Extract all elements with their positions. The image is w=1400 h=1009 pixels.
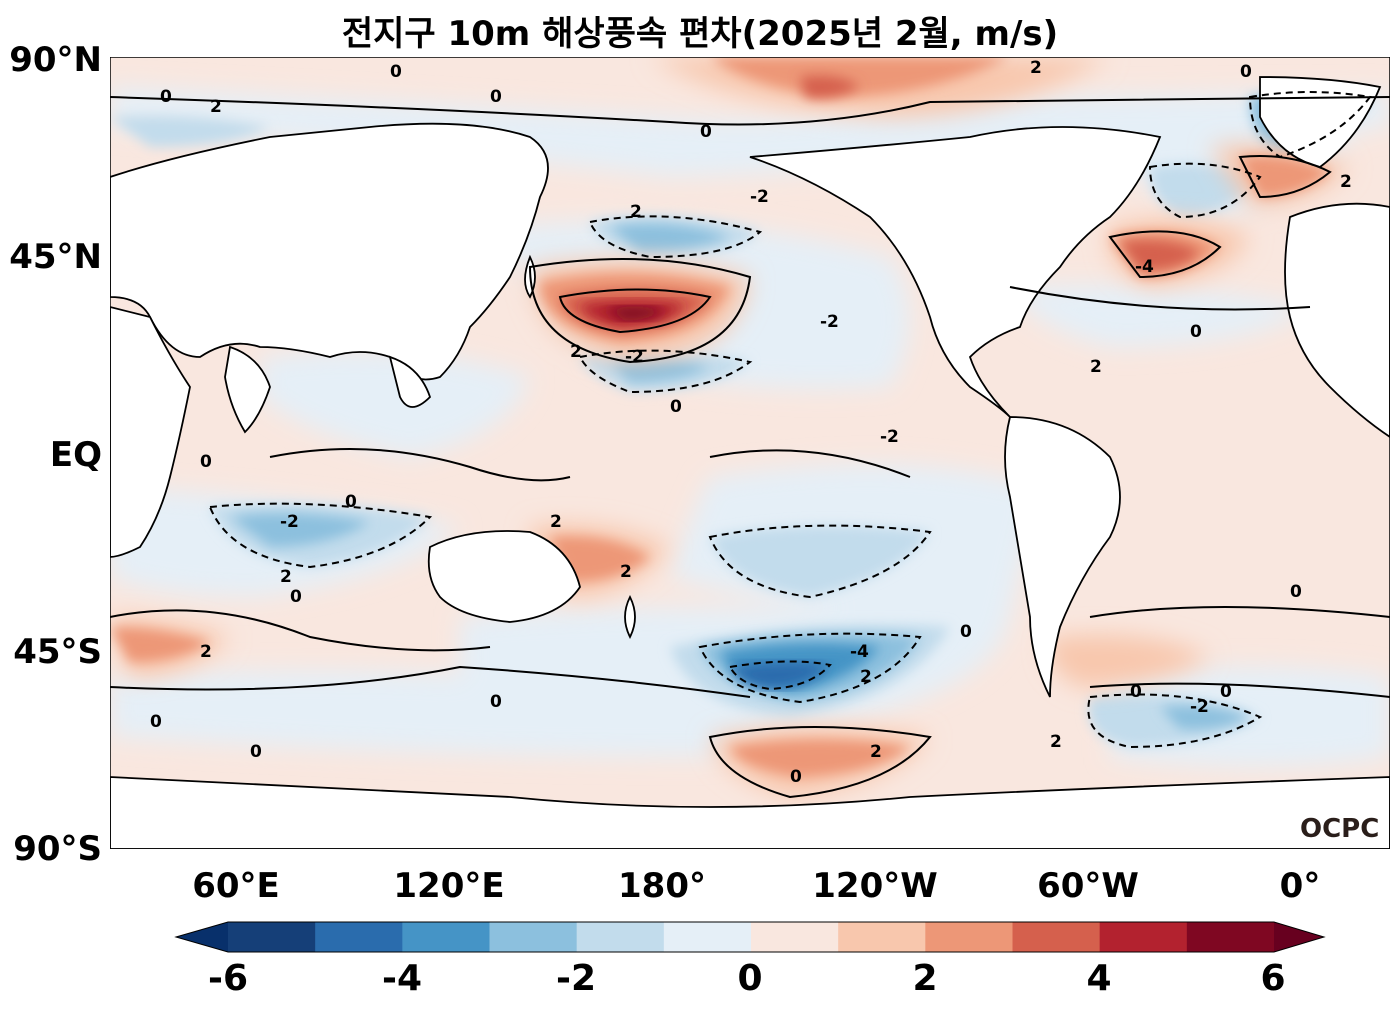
svg-text:0: 0 — [1130, 682, 1142, 702]
svg-text:2: 2 — [1090, 357, 1102, 377]
svg-text:0: 0 — [1220, 682, 1232, 702]
colorbar-segment — [838, 922, 926, 952]
colorbar-segment — [1099, 922, 1188, 952]
svg-text:-4: -4 — [1135, 257, 1154, 277]
svg-text:2: 2 — [280, 567, 292, 587]
x-tick-label: 180° — [618, 866, 706, 906]
colorbar-segment — [925, 922, 1013, 952]
colorbar-segment — [402, 922, 490, 952]
colorbar-outline — [174, 921, 1326, 953]
x-tick-label: 120°W — [812, 866, 938, 906]
svg-text:0: 0 — [700, 122, 712, 142]
colorbar-label: 4 — [1086, 958, 1112, 999]
y-tick-label: EQ — [49, 435, 102, 475]
svg-text:0: 0 — [200, 452, 212, 472]
svg-text:-4: -4 — [850, 642, 869, 662]
chart-title: 전지구 10m 해상풍속 편차(2025년 2월, m/s) — [341, 14, 1059, 54]
colorbar-segment — [489, 922, 578, 952]
colorbar-label: -4 — [382, 958, 422, 999]
y-tick-label: 90°S — [13, 829, 102, 869]
colorbar-label: -2 — [556, 958, 596, 999]
svg-text:0: 0 — [490, 87, 502, 107]
svg-text:0: 0 — [960, 622, 972, 642]
y-tick-label: 45°S — [13, 632, 102, 672]
svg-text:0: 0 — [250, 742, 262, 762]
x-tick-label: 0° — [1279, 866, 1321, 906]
colorbar-label: 6 — [1260, 958, 1286, 999]
svg-text:0: 0 — [390, 62, 402, 82]
y-tick-label: 90°N — [9, 40, 102, 80]
svg-text:2: 2 — [860, 667, 872, 687]
svg-text:2: 2 — [200, 642, 212, 662]
colorbar-segment — [663, 922, 752, 952]
svg-text:2: 2 — [1050, 732, 1062, 752]
colorbar — [174, 921, 1326, 953]
svg-text:-2: -2 — [820, 312, 839, 332]
svg-text:-2: -2 — [280, 512, 299, 532]
negative-contours — [208, 91, 1372, 749]
colorbar-segment — [751, 922, 839, 952]
svg-text:0: 0 — [1290, 582, 1302, 602]
land — [110, 76, 1390, 849]
svg-text:2: 2 — [1340, 172, 1352, 192]
colorbar-segment — [576, 922, 665, 952]
colorbar-label: 2 — [912, 958, 938, 999]
colorbar-segment — [1186, 922, 1275, 952]
svg-text:-2: -2 — [880, 427, 899, 447]
colorbar-label: -6 — [208, 958, 248, 999]
svg-text:0: 0 — [150, 712, 162, 732]
svg-text:-2: -2 — [750, 187, 769, 207]
contour-lines — [110, 96, 1390, 799]
ocpc-logo: OCPC — [1300, 814, 1380, 844]
svg-text:-2: -2 — [1190, 697, 1209, 717]
x-tick-label: 60°W — [1037, 866, 1139, 906]
svg-text:2: 2 — [570, 342, 582, 362]
svg-text:0: 0 — [345, 492, 357, 512]
x-tick-label: 120°E — [393, 866, 505, 906]
colorbar-extend-high — [1274, 922, 1324, 952]
anomaly-map: 020 020 0-22 2 -20 -2-40 2-2-2 002 22-4 2… — [110, 57, 1390, 849]
svg-text:0: 0 — [290, 587, 302, 607]
y-tick-label: 45°N — [9, 237, 102, 277]
svg-text:2: 2 — [550, 512, 562, 532]
svg-text:0: 0 — [790, 767, 802, 787]
svg-text:2: 2 — [630, 202, 642, 222]
colorbar-extend-low — [176, 922, 228, 952]
svg-text:2: 2 — [1030, 58, 1042, 78]
x-tick-label: 60°E — [192, 866, 280, 906]
svg-text:0: 0 — [670, 397, 682, 417]
colorbar-segment — [228, 922, 316, 952]
colorbar-segment — [315, 922, 403, 952]
svg-text:0: 0 — [1190, 322, 1202, 342]
colorbar-label: 0 — [737, 958, 763, 999]
svg-text:2: 2 — [870, 742, 882, 762]
svg-text:0: 0 — [490, 692, 502, 712]
svg-text:2: 2 — [620, 562, 632, 582]
svg-text:0: 0 — [160, 87, 172, 107]
positive-anomaly-mid — [110, 57, 1330, 777]
colorbar-segment — [1012, 922, 1101, 952]
svg-text:2: 2 — [210, 97, 222, 117]
svg-text:-2: -2 — [625, 347, 644, 367]
svg-text:0: 0 — [1240, 62, 1252, 82]
